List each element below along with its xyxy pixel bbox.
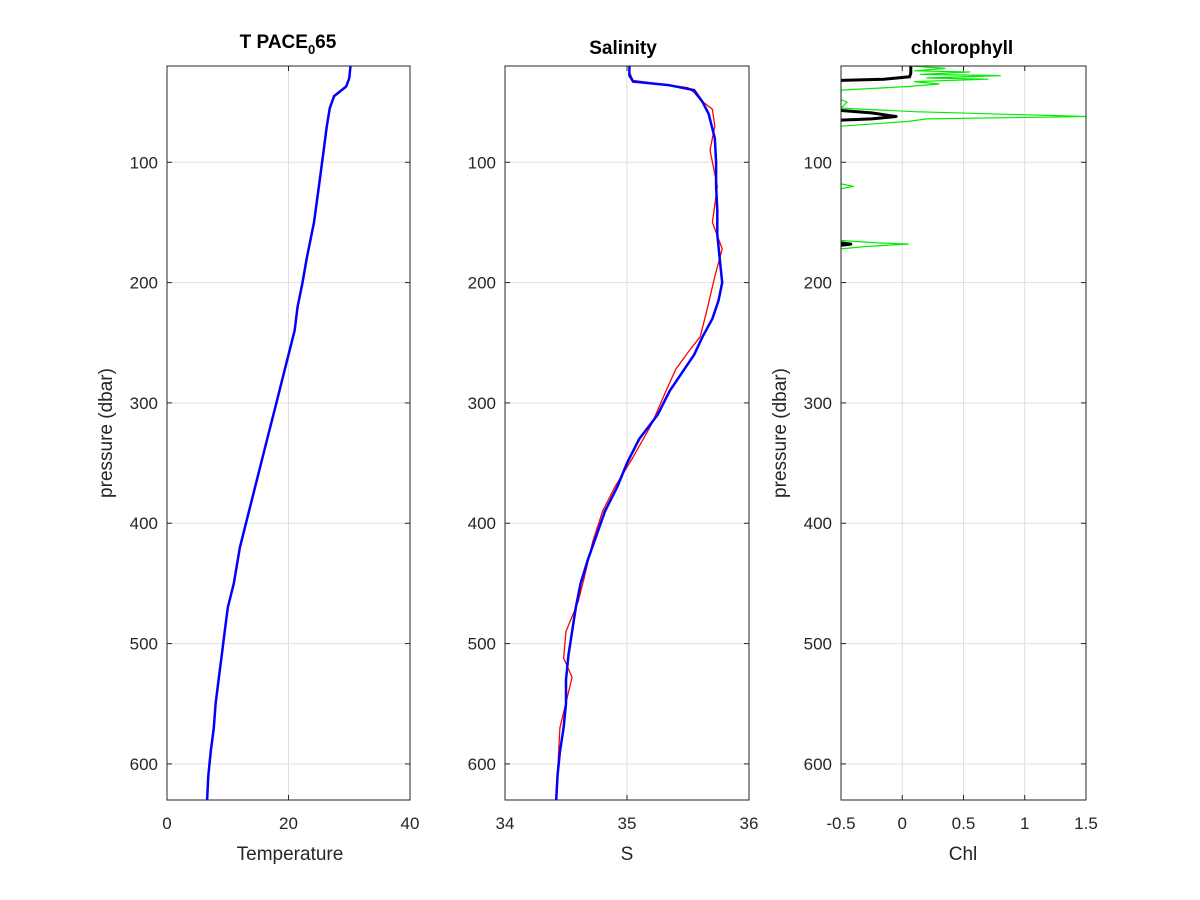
temperature-series-group [205,66,352,800]
chlorophyll-y-tick-label: 100 [804,153,832,172]
temperature-y-tick-label: 400 [130,514,158,533]
salinity-x-axis-label: S [621,844,634,865]
chlorophyll-panel: chlorophyll Chl pressure (dbar) -0.5 0 0.5… [770,38,1098,865]
temperature-y-tick-label: 500 [130,635,158,654]
temperature-series-line-0 [205,66,352,800]
salinity-y-tick-label: 200 [468,274,496,293]
temperature-y-axis-label: pressure (dbar) [96,368,117,498]
salinity-panel: Salinity S 34 35 36 100 200 300 400 500 600 [468,38,759,865]
temperature-y-tick-label: 100 [130,153,158,172]
temperature-y-tick-label: 300 [130,394,158,413]
chlorophyll-x-tick-label: 1 [1020,814,1029,833]
chlorophyll-y-tick-label: 200 [804,274,832,293]
chlorophyll-x-tick-label: 1.5 [1074,814,1098,833]
salinity-y-tick-label: 500 [468,635,496,654]
temperature-x-axis-label: Temperature [237,844,344,865]
salinity-panel-title: Salinity [589,38,657,59]
chlorophyll-y-tick-label: 500 [804,635,832,654]
salinity-y-tick-label: 300 [468,394,496,413]
salinity-y-tick-label: 600 [468,755,496,774]
temperature-panel: T PACE065 Temperature pressure (dbar) 0 2… [96,32,419,865]
chlorophyll-x-tick-label: 0 [898,814,907,833]
chlorophyll-y-tick-label: 600 [804,755,832,774]
salinity-x-tick-label: 36 [740,814,759,833]
chlorophyll-series-line-3 [841,241,853,247]
salinity-series-line-1 [554,66,724,800]
chlorophyll-y-tick-label: 300 [804,394,832,413]
temperature-x-tick-label: 40 [401,814,420,833]
temperature-panel-title: T PACE065 [240,32,337,57]
temperature-y-tick-label: 600 [130,755,158,774]
chlorophyll-series-line-1 [841,66,913,82]
temperature-x-tick-label: 20 [279,814,298,833]
chlorophyll-y-axis-label: pressure (dbar) [770,368,791,498]
chlorophyll-x-axis-label: Chl [949,844,978,865]
salinity-y-tick-label: 100 [468,153,496,172]
salinity-series-group [554,66,724,800]
chlorophyll-x-tick-label: -0.5 [826,814,855,833]
chlorophyll-series-line-0 [841,66,1086,250]
salinity-y-tick-label: 400 [468,514,496,533]
temperature-x-tick-label: 0 [162,814,171,833]
chlorophyll-panel-title: chlorophyll [911,38,1013,59]
chlorophyll-x-tick-label: 0.5 [952,814,976,833]
chlorophyll-series-line-2 [841,109,898,122]
temperature-y-tick-label: 200 [130,274,158,293]
salinity-x-tick-label: 34 [496,814,515,833]
chlorophyll-series-group [841,66,1086,250]
chlorophyll-y-tick-label: 400 [804,514,832,533]
salinity-x-tick-label: 35 [618,814,637,833]
